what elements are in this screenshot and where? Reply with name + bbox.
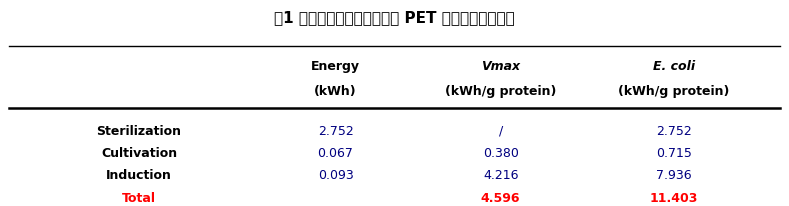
- Text: (kWh/g protein): (kWh/g protein): [445, 84, 556, 97]
- Text: 0.067: 0.067: [318, 146, 353, 159]
- Text: 2.752: 2.752: [318, 124, 353, 137]
- Text: 4.596: 4.596: [481, 191, 521, 204]
- Text: Cultivation: Cultivation: [101, 146, 177, 159]
- Text: (kWh): (kWh): [314, 84, 357, 97]
- Text: 0.380: 0.380: [483, 146, 518, 159]
- Text: Energy: Energy: [311, 60, 360, 73]
- Text: /: /: [499, 124, 503, 137]
- Text: 7.936: 7.936: [656, 169, 691, 181]
- Text: 表1 需钠弧菌和大肠杆菌表达 PET 水解酶的能耗对比: 表1 需钠弧菌和大肠杆菌表达 PET 水解酶的能耗对比: [274, 11, 515, 25]
- Text: 4.216: 4.216: [483, 169, 518, 181]
- Text: 2.752: 2.752: [656, 124, 691, 137]
- Text: E. coli: E. coli: [653, 60, 694, 73]
- Text: 0.093: 0.093: [318, 169, 353, 181]
- Text: Vmax: Vmax: [481, 60, 520, 73]
- Text: (kWh/g protein): (kWh/g protein): [618, 84, 729, 97]
- Text: 0.715: 0.715: [656, 146, 691, 159]
- Text: Total: Total: [122, 191, 156, 204]
- Text: 11.403: 11.403: [649, 191, 697, 204]
- Text: Induction: Induction: [106, 169, 172, 181]
- Text: Sterilization: Sterilization: [96, 124, 181, 137]
